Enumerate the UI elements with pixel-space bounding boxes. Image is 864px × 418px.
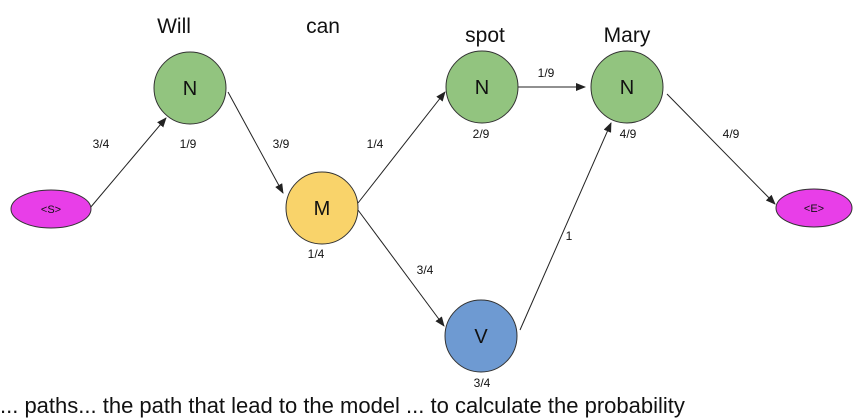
transition-start-n1: 3/4 — [93, 137, 110, 151]
hmm-path-diagram: Will can spot Mary <S> N M N V N <E> 1/9… — [10, 15, 853, 390]
node-m — [285, 171, 359, 245]
emission-n3: 4/9 — [620, 127, 637, 141]
edge-n3-to-end — [666, 93, 776, 205]
node-start-label: <S> — [41, 204, 61, 216]
node-n3 — [590, 50, 664, 124]
node-n2 — [445, 50, 519, 124]
edge-v-to-n3 — [519, 122, 612, 331]
node-n1 — [153, 51, 227, 125]
node-v-label: V — [474, 326, 488, 348]
node-end-label: <E> — [804, 203, 824, 215]
transition-n2-n3: 1/9 — [538, 66, 555, 80]
edge-n1-to-m — [227, 91, 284, 194]
transition-n3-end: 4/9 — [723, 127, 740, 141]
transition-v-n3: 1 — [566, 229, 573, 243]
emission-v: 3/4 — [474, 376, 491, 390]
word-can: can — [306, 15, 340, 38]
cropped-caption-text: ... paths... the path that lead to the m… — [0, 394, 685, 418]
word-spot: spot — [465, 24, 505, 47]
word-will: Will — [157, 15, 191, 38]
node-n3-label: N — [620, 77, 634, 99]
transition-n1-m: 3/9 — [273, 137, 290, 151]
node-start — [10, 189, 92, 229]
node-m-label: M — [314, 198, 331, 220]
word-mary: Mary — [604, 24, 651, 47]
transition-m-v: 3/4 — [417, 263, 434, 277]
node-end — [775, 188, 853, 228]
node-n2-label: N — [475, 77, 489, 99]
edge-m-to-v — [357, 209, 445, 327]
transition-m-n2: 1/4 — [367, 137, 384, 151]
edge-m-to-n2 — [357, 91, 446, 204]
node-v — [444, 299, 518, 373]
emission-m: 1/4 — [308, 247, 325, 261]
emission-n2: 2/9 — [473, 127, 490, 141]
emission-n1: 1/9 — [180, 137, 197, 151]
edge-start-to-n1 — [89, 117, 167, 209]
node-n1-label: N — [183, 78, 197, 100]
